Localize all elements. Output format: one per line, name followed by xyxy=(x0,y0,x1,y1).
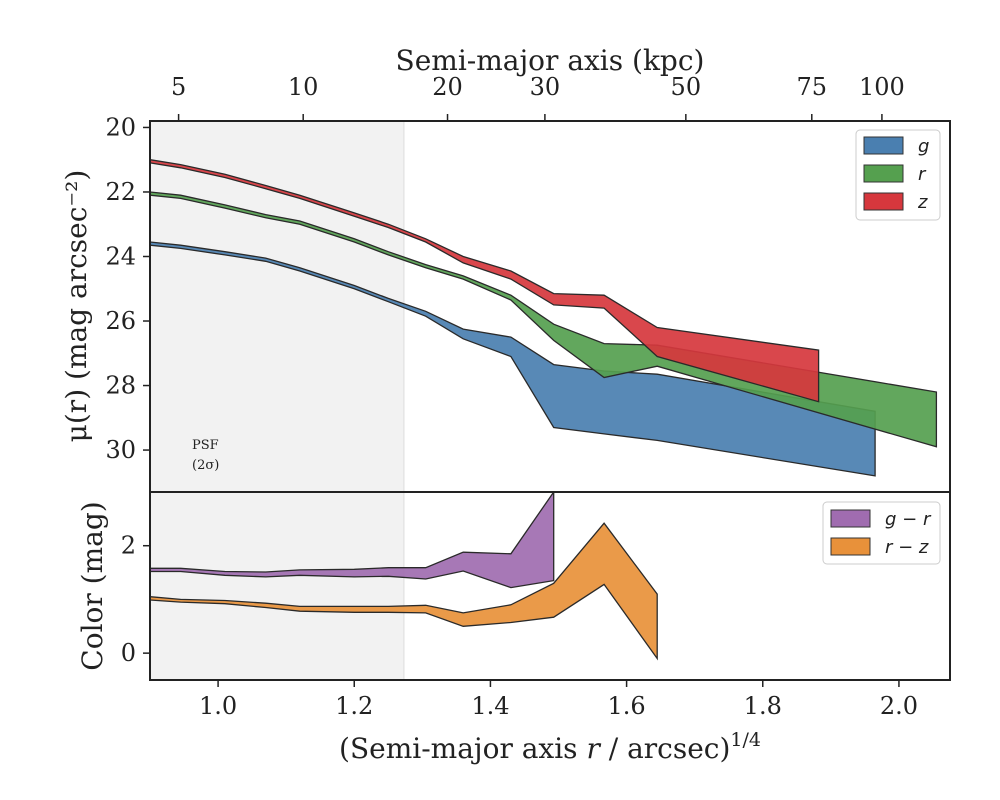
top-x-tick-label: 5 xyxy=(171,73,186,101)
legend-label-r-z: r − z xyxy=(885,537,929,558)
legend-label-z: z xyxy=(917,192,928,213)
bottom-y-tick-label: 2 xyxy=(121,532,136,560)
legend-swatch-g-r xyxy=(830,509,871,528)
axis-ticks: 1.0 1.2 1.4 1.6 1.8 2.05 10 20 30 50 75 10020222426… xyxy=(105,73,918,720)
y-tick-label: 28 xyxy=(105,372,136,400)
top-y-axis-label: μ(r) (mag arcsec⁻²) xyxy=(60,170,93,443)
bottom-axis-label: (Semi-major axis r / arcsec)1/4 xyxy=(339,729,761,765)
psf-sigma-label: (2σ) xyxy=(192,458,219,473)
top-x-tick-label: 75 xyxy=(797,73,828,101)
x-tick-label: 1.0 xyxy=(199,692,237,720)
psf-shade-bottom xyxy=(150,492,404,680)
band-z xyxy=(150,159,820,403)
y-tick-label: 26 xyxy=(105,307,136,335)
x-tick-label: 1.4 xyxy=(471,692,509,720)
psf-label: PSF xyxy=(192,438,219,453)
y-tick-label: 30 xyxy=(105,436,136,464)
top-legend: g r z xyxy=(855,129,941,221)
bottom-panel-frame xyxy=(149,491,951,681)
top-axis-label: Semi-major axis (kpc) xyxy=(396,44,705,77)
bottom-y-tick-label: 0 xyxy=(121,639,136,667)
y-tick-label: 24 xyxy=(105,242,136,270)
bottom-panel-series xyxy=(150,492,658,661)
band-r xyxy=(150,191,938,448)
x-tick-label: 1.8 xyxy=(744,692,782,720)
legend-label-g: g xyxy=(918,136,929,157)
top-x-tick-label: 50 xyxy=(671,73,702,101)
legend-swatch-g xyxy=(863,136,904,155)
band-rz xyxy=(150,522,658,661)
top-x-tick-label: 20 xyxy=(432,73,463,101)
top-x-tick-label: 10 xyxy=(288,73,319,101)
band-g xyxy=(150,241,876,477)
legend-swatch-z xyxy=(863,192,904,211)
legend-label-r: r xyxy=(918,164,927,185)
bottom-legend: g − r r − z xyxy=(822,501,941,565)
x-tick-label: 2.0 xyxy=(880,692,918,720)
bottom-y-axis-label: Color (mag) xyxy=(76,501,109,670)
legend-label-g-r: g − r xyxy=(885,509,932,530)
legend-swatch-r xyxy=(863,164,904,183)
top-x-tick-label: 30 xyxy=(530,73,561,101)
psf-shade-top xyxy=(150,121,404,492)
y-tick-label: 20 xyxy=(105,113,136,141)
x-tick-label: 1.6 xyxy=(608,692,646,720)
legend-swatch-r-z xyxy=(830,537,871,556)
x-tick-label: 1.2 xyxy=(335,692,373,720)
band-gr xyxy=(150,492,555,589)
y-tick-label: 22 xyxy=(105,178,136,206)
top-panel-series xyxy=(150,159,938,477)
top-x-tick-label: 100 xyxy=(859,73,905,101)
